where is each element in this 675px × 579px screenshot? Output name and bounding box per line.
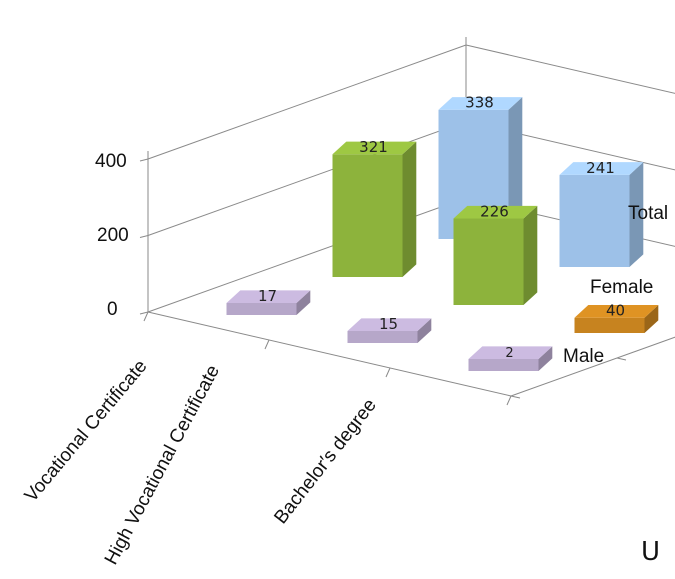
- bar: [226, 290, 311, 315]
- series-label-female: Female: [590, 277, 653, 298]
- gridline: [465, 121, 675, 171]
- bar-side: [508, 97, 523, 239]
- x-tick: [506, 395, 512, 406]
- bar: [347, 318, 432, 343]
- bar-top: [438, 97, 523, 110]
- bar-top: [574, 305, 659, 318]
- data-label: 40: [606, 302, 625, 320]
- bar-front: [347, 331, 418, 343]
- data-label: 321: [359, 138, 388, 156]
- bar-top: [453, 205, 538, 219]
- bar: [559, 162, 644, 267]
- y-tick: [139, 235, 149, 238]
- x-tick: [143, 311, 149, 322]
- data-label: 2: [505, 346, 513, 361]
- gridline: [147, 121, 467, 236]
- data-label: 241: [586, 159, 615, 177]
- bar-front: [574, 317, 645, 333]
- depth-tick: [510, 395, 521, 399]
- y-tick: [139, 158, 149, 162]
- x-axis-line: [147, 311, 512, 397]
- corner-label: U: [641, 537, 661, 567]
- bar-top: [226, 290, 311, 303]
- bar-side: [538, 346, 553, 371]
- y-axis: 400 200 0: [95, 151, 129, 320]
- category-label: Bachelor′s degree: [270, 395, 380, 528]
- bar-top: [347, 318, 432, 331]
- bar: [574, 305, 659, 333]
- x-tick: [264, 339, 270, 350]
- bar: [453, 205, 538, 305]
- bar-front: [468, 359, 539, 371]
- depth-axis-line: [510, 336, 675, 397]
- bar-front: [226, 303, 297, 315]
- bar-side: [644, 305, 659, 333]
- bar: [332, 141, 417, 277]
- bar-side: [523, 205, 538, 305]
- data-labels: 422413384022632121517: [258, 94, 625, 361]
- bar-side: [296, 290, 311, 315]
- bar-front: [559, 174, 630, 267]
- bar-top: [468, 346, 553, 359]
- bar-side: [417, 318, 432, 343]
- data-label: 17: [258, 287, 277, 305]
- data-label: 226: [480, 203, 509, 221]
- y-tick-label: 0: [107, 299, 118, 320]
- bar-top: [559, 162, 644, 175]
- y-tick-label: 200: [97, 225, 129, 246]
- y-tick-label: 400: [95, 151, 127, 172]
- bar-side: [402, 141, 417, 277]
- series-label-total: Total: [628, 203, 668, 224]
- gridline: [147, 44, 467, 160]
- data-label: 15: [379, 315, 398, 333]
- bar-front: [453, 218, 524, 305]
- bar-top: [332, 141, 417, 155]
- bars: [226, 97, 659, 371]
- category-label: Vocational Certificate: [21, 356, 152, 506]
- bar-front: [332, 154, 403, 277]
- x-axis: Vocational Certificate High Vocational C…: [21, 356, 381, 568]
- series-label-male: Male: [563, 346, 604, 367]
- bar: [468, 346, 553, 371]
- y-tick: [139, 311, 149, 315]
- x-tick: [385, 367, 391, 378]
- depth-tick: [616, 357, 627, 361]
- bar-side: [629, 162, 644, 267]
- gridline: [465, 44, 675, 94]
- series-axis: Total Female Male: [563, 203, 668, 367]
- data-label: 338: [465, 94, 494, 112]
